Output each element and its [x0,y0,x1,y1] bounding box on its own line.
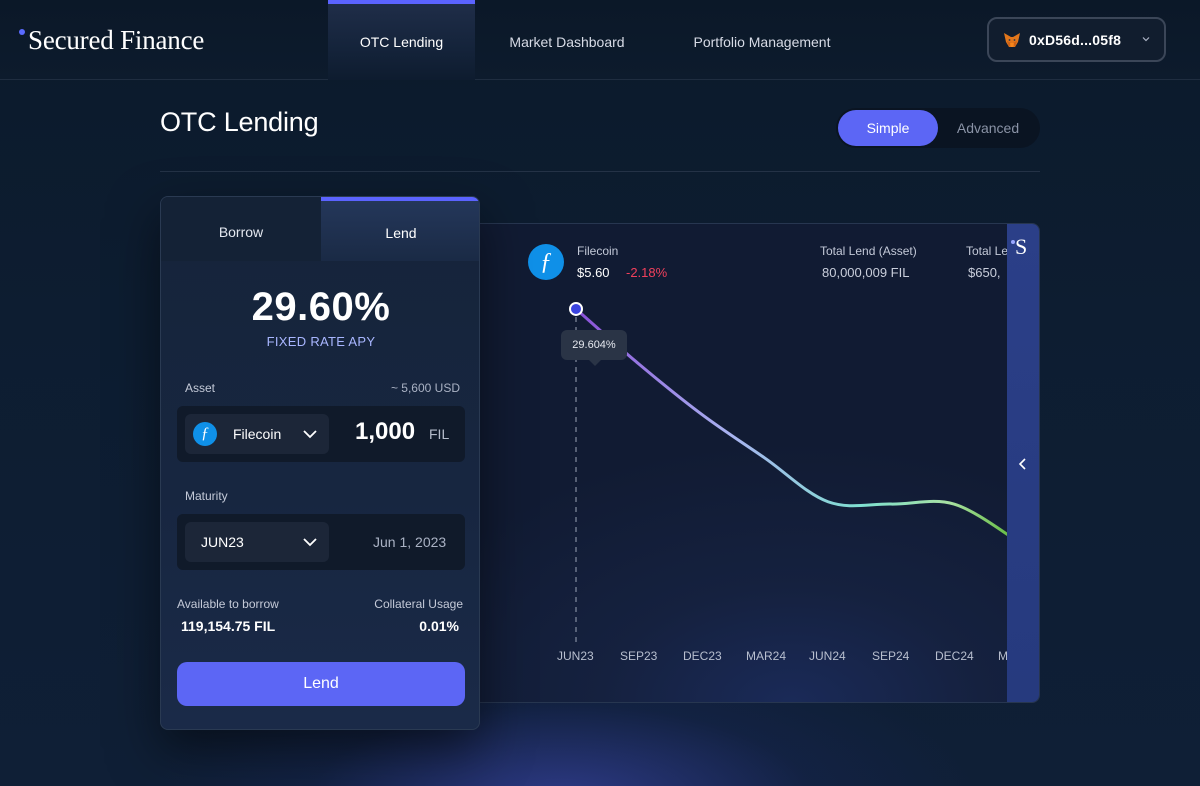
usd-estimate: ~ 5,600 USD [390,381,460,395]
mode-advanced-button[interactable]: Advanced [956,120,1020,136]
page-title: OTC Lending [160,107,319,137]
maturity-select[interactable]: JUN23 [185,522,329,562]
apy-value: 29.60% [251,285,391,329]
maturity-input-row: JUN23 Jun 1, 2023 [177,514,465,570]
amount-unit: FIL [429,426,450,442]
asset-label: Asset [185,381,216,395]
side-logo: S [1015,234,1028,259]
x-tick-label: M [998,649,1008,663]
total-lend-asset-value: 80,000,009 FIL [822,265,910,280]
app-logo[interactable]: Secured Finance [28,25,205,55]
side-logo-dot [1011,240,1015,244]
filecoin-icon: ƒ [193,422,217,446]
chevron-down-icon [1142,37,1150,42]
tab-borrow[interactable]: Borrow [161,197,321,261]
asset-name: Filecoin [577,244,619,258]
mode-toggle: Simple Advanced [836,108,1040,148]
nav-otc-lending[interactable]: OTC Lending [328,0,475,80]
collapse-side-panel[interactable]: S [1007,224,1039,702]
yield-curve-line [574,307,1007,537]
market-chart-panel: ƒ Filecoin $5.60 -2.18% Total Lend (Asse… [470,223,1040,703]
lend-submit-button[interactable]: Lend [177,662,465,706]
x-tick-label: JUN24 [809,649,846,663]
asset-select[interactable]: ƒ Filecoin [185,414,329,454]
available-label: Available to borrow [177,597,279,611]
total-lend-usd-value: $650, [968,265,1001,280]
x-tick-label: MAR24 [746,649,787,663]
mode-simple-button[interactable]: Simple [838,110,938,146]
available-value: 119,154.75 FIL [181,618,276,634]
amount-input[interactable]: 1,000 [355,418,416,445]
maturity-label: Maturity [185,489,228,503]
metamask-fox-icon [1004,33,1020,47]
collateral-value: 0.01% [419,618,459,634]
maturity-select-value: JUN23 [201,534,244,550]
nav-market-dashboard[interactable]: Market Dashboard [509,34,625,50]
yield-curve-chart [569,301,1007,642]
price-change: -2.18% [626,265,668,280]
x-tick-label: DEC24 [935,649,974,663]
tab-lend[interactable]: Lend [321,197,479,261]
chart-tooltip: 29.604% [561,330,627,366]
chevron-down-icon [303,538,317,547]
logo-dot [19,29,25,35]
total-lend-asset-label: Total Lend (Asset) [820,244,917,258]
filecoin-icon: ƒ [528,244,564,280]
x-tick-label: DEC23 [683,649,722,663]
asset-select-value: Filecoin [233,426,282,442]
total-lend-usd-label: Total Le [966,244,1009,258]
x-tick-label: SEP23 [620,649,658,663]
wallet-button[interactable]: 0xD56d...05f8 [987,17,1166,62]
x-tick-label: SEP24 [872,649,910,663]
x-tick-label: JUN23 [557,649,594,663]
chevron-down-icon [303,430,317,439]
nav-portfolio-management[interactable]: Portfolio Management [693,34,831,50]
order-card: Borrow Lend 29.60% FIXED RATE APY Asset … [160,196,480,730]
wallet-address: 0xD56d...05f8 [1029,32,1122,48]
asset-price: $5.60 [577,265,610,280]
chevron-left-icon[interactable] [1017,456,1029,472]
collateral-label: Collateral Usage [374,597,463,611]
apy-label: FIXED RATE APY [266,334,376,349]
top-header: Secured Finance OTC Lending Market Dashb… [0,0,1200,80]
asset-input-row: ƒ Filecoin 1,000 FIL [177,406,465,462]
maturity-date: Jun 1, 2023 [373,534,447,550]
divider [160,171,1040,172]
highlight-point[interactable] [569,301,583,316]
